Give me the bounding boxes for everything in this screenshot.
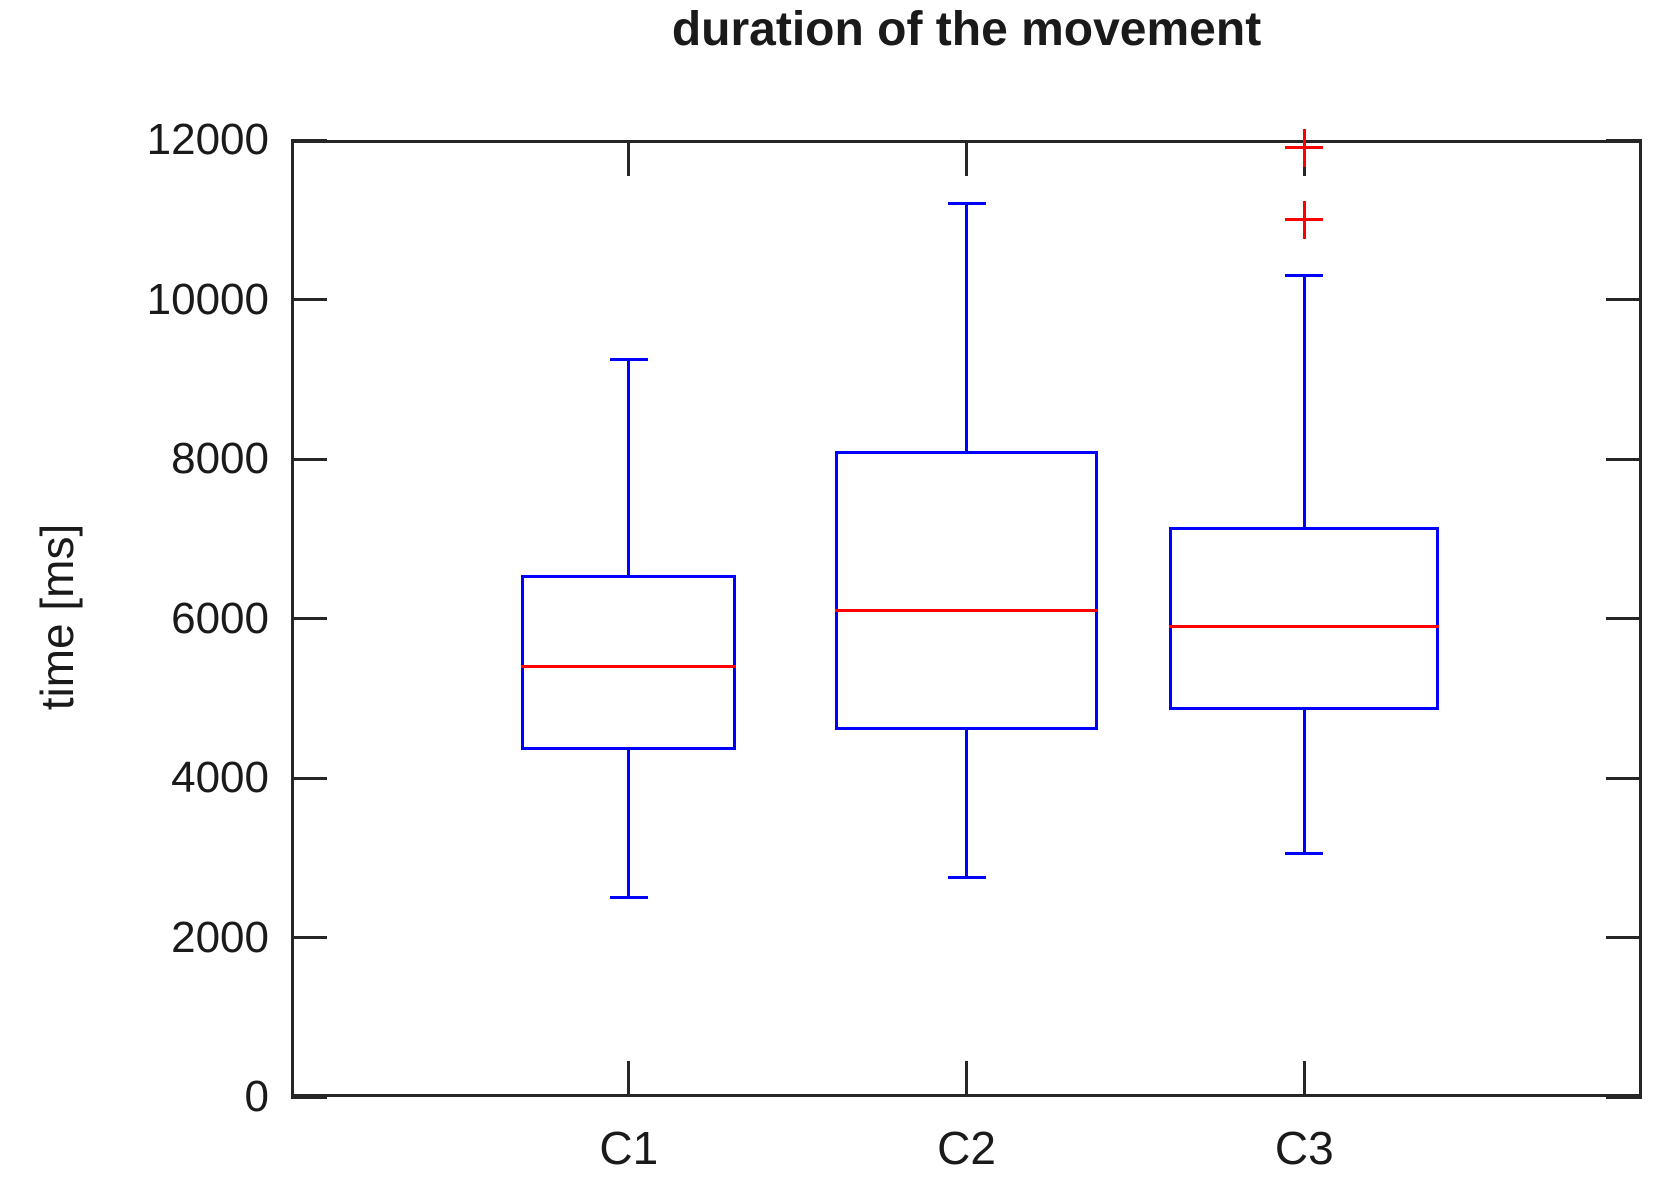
y-tick-right-icon xyxy=(1606,298,1642,301)
x-tick-bottom-icon xyxy=(1302,1061,1306,1097)
median-line xyxy=(1169,624,1440,628)
outlier-plus-icon xyxy=(1302,200,1306,239)
outlier-plus-icon xyxy=(1302,128,1306,167)
y-tick-right-icon xyxy=(1606,138,1642,142)
y-tick-left-icon xyxy=(291,936,327,939)
y-tick-right-icon xyxy=(1606,1095,1642,1099)
iqr-box xyxy=(521,574,737,751)
whisker-lower-cap xyxy=(609,896,648,900)
x-tick-label: C2 xyxy=(937,1122,996,1174)
whisker-upper-cap xyxy=(1285,274,1324,278)
y-tick-label: 4000 xyxy=(171,753,269,802)
x-tick-label: C3 xyxy=(1274,1122,1334,1174)
whisker-upper-line xyxy=(965,203,968,452)
y-tick-left-icon xyxy=(291,298,327,301)
whisker-upper-cap xyxy=(609,357,648,361)
x-tick-bottom-icon xyxy=(627,1061,631,1097)
whisker-lower-cap xyxy=(1285,852,1324,856)
y-tick-left-icon xyxy=(291,138,327,142)
x-tick-top-icon xyxy=(627,140,631,176)
y-tick-left-icon xyxy=(291,457,327,461)
whisker-upper-line xyxy=(627,359,631,575)
y-tick-label: 6000 xyxy=(171,593,269,643)
y-tick-left-icon xyxy=(291,1095,327,1099)
y-tick-label: 8000 xyxy=(171,434,269,483)
median-line xyxy=(835,609,1098,613)
y-tick-left-icon xyxy=(291,776,327,780)
whisker-lower-cap xyxy=(947,876,986,880)
whisker-lower-line xyxy=(627,750,631,898)
iqr-box xyxy=(1169,526,1440,711)
y-tick-right-icon xyxy=(1606,776,1642,780)
x-tick-bottom-icon xyxy=(965,1061,968,1097)
y-tick-label: 2000 xyxy=(171,912,269,962)
whisker-lower-line xyxy=(1302,710,1306,854)
y-tick-right-icon xyxy=(1606,617,1642,620)
iqr-box xyxy=(835,451,1098,731)
chart-title: duration of the movement xyxy=(671,3,1262,56)
y-tick-right-icon xyxy=(1606,457,1642,461)
y-tick-label: 0 xyxy=(244,1072,269,1121)
whisker-upper-line xyxy=(1302,275,1306,527)
y-tick-label: 12000 xyxy=(146,115,269,164)
x-tick-label: C1 xyxy=(599,1122,659,1174)
y-tick-left-icon xyxy=(291,617,327,620)
y-tick-label: 10000 xyxy=(146,274,269,324)
y-tick-right-icon xyxy=(1606,936,1642,939)
whisker-upper-cap xyxy=(947,202,986,206)
median-line xyxy=(521,664,737,668)
x-tick-top-icon xyxy=(965,140,968,176)
whisker-lower-line xyxy=(965,730,968,878)
